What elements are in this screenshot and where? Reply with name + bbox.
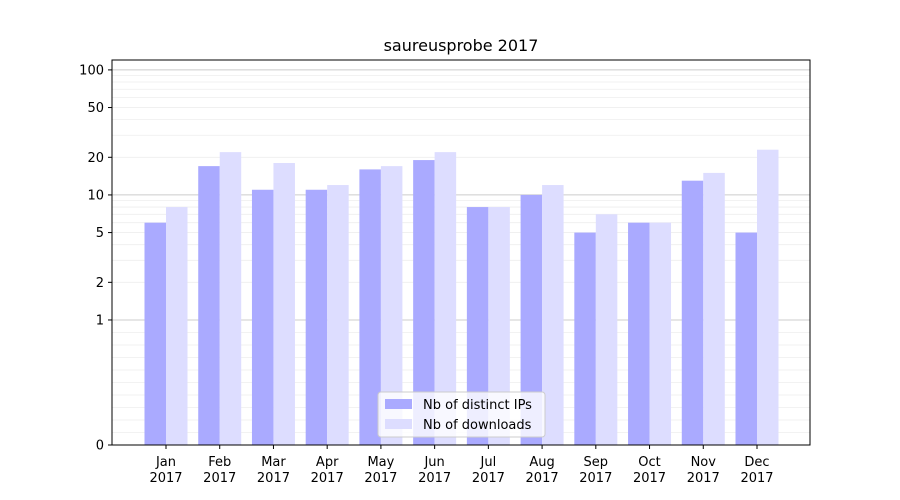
legend-swatch (385, 419, 412, 429)
bar-downloads (434, 152, 457, 445)
bar-distinct-ips (681, 180, 704, 445)
legend-box (377, 391, 546, 438)
bar-distinct-ips (413, 160, 435, 445)
bar-distinct-ips (305, 189, 328, 445)
bar-distinct-ips (144, 222, 166, 445)
x-tick-label: Apr 2017 (311, 455, 344, 486)
bar-downloads (488, 207, 510, 445)
x-tick-label: Aug 2017 (526, 455, 559, 486)
x-tick-label: Nov 2017 (687, 455, 720, 486)
x-tick-label: Sep 2017 (579, 455, 612, 486)
x-tick-label: Mar 2017 (257, 455, 290, 486)
y-tick-label: 50 (87, 101, 104, 116)
legend-swatch (385, 399, 412, 409)
y-tick-label: 100 (79, 63, 104, 78)
x-tick-label: Jan 2017 (149, 455, 182, 486)
bar-downloads (595, 214, 618, 445)
y-tick-label: 5 (96, 226, 104, 241)
bar-downloads (542, 185, 564, 445)
bar-distinct-ips (198, 166, 220, 445)
bar-downloads (273, 163, 295, 445)
bar-distinct-ips (466, 207, 489, 445)
y-tick-label: 0 (96, 439, 104, 454)
x-tick-label: Oct 2017 (633, 455, 666, 486)
x-tick-label: Feb 2017 (203, 455, 236, 486)
bar-downloads (219, 152, 242, 445)
bar-distinct-ips (359, 169, 381, 445)
y-tick-label: 1 (96, 313, 104, 328)
x-tick-label: Jul 2017 (472, 455, 505, 486)
bar-downloads (166, 207, 188, 445)
bar-downloads (649, 222, 672, 445)
legend-label: Nb of distinct IPs (423, 398, 532, 413)
x-tick-label: May 2017 (364, 455, 397, 486)
legend-label: Nb of downloads (423, 418, 532, 433)
y-tick-label: 2 (96, 276, 104, 291)
bar-downloads (703, 172, 725, 445)
bar-downloads (380, 166, 403, 445)
legend: Nb of distinct IPs Nb of downloads (377, 391, 546, 438)
bar-distinct-ips (735, 232, 757, 445)
plot-frame (111, 59, 811, 446)
bar-distinct-ips (574, 232, 596, 445)
bar-downloads (327, 185, 349, 445)
x-tick-label: Jun 2017 (418, 455, 451, 486)
chart-title: saureusprobe 2017 (384, 36, 539, 55)
x-tick-label: Dec 2017 (740, 455, 773, 486)
bar-distinct-ips (520, 194, 543, 445)
y-tick-label: 10 (87, 188, 104, 203)
bar-downloads (757, 149, 779, 446)
bar-distinct-ips (628, 222, 650, 445)
y-tick-label: 20 (87, 151, 104, 166)
bars-layer (144, 149, 779, 446)
bar-distinct-ips (251, 189, 274, 445)
